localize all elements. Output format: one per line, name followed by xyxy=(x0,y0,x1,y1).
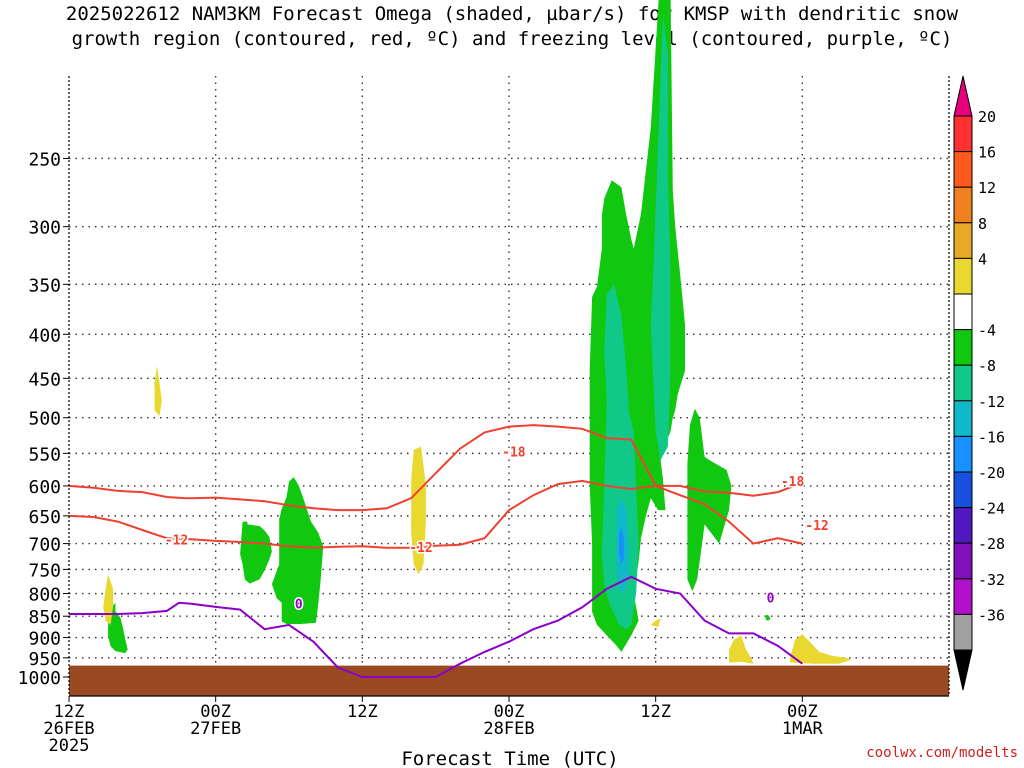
omega-region-10 xyxy=(154,365,162,417)
colorbar-box-15 xyxy=(953,613,973,651)
colorbar: 20 16 12 8 4 -4 -8 -12 -16 -20 -24 -28 -32 -36 xyxy=(953,75,1005,691)
colorbar-label-11: -28 xyxy=(978,535,1005,553)
grid xyxy=(69,76,949,696)
colorbar-label-8: -16 xyxy=(978,428,1005,446)
colorbar-label-5: -4 xyxy=(978,322,996,340)
y-tick-label-250: 250 xyxy=(28,149,61,170)
colorbar-box-4 xyxy=(953,222,973,259)
colorbar-top-triangle xyxy=(953,75,973,117)
y-tick-label-450: 450 xyxy=(28,369,61,390)
contour-label-2: -12 xyxy=(165,533,188,548)
colorbar-label-12: -32 xyxy=(978,571,1005,589)
omega-region-7 xyxy=(619,527,624,565)
y-tick-label-700: 700 xyxy=(28,535,61,556)
colorbar-box-10 xyxy=(953,435,973,473)
colorbar-box-7 xyxy=(953,329,973,366)
x-tick-label-30-0: 00Z xyxy=(787,702,818,722)
chart-title: 2025022612 NAM3KM Forecast Omega (shaded… xyxy=(0,2,1024,52)
contour-label-5: 0 xyxy=(295,598,303,613)
colorbar-box-13 xyxy=(953,542,973,580)
colorbar-box-12 xyxy=(953,507,973,544)
omega-region-11 xyxy=(103,574,113,625)
contour-line--12 xyxy=(68,479,803,549)
colorbar-label-0: 20 xyxy=(978,108,996,126)
x-tick-label-12-0: 12Z xyxy=(347,702,378,722)
y-tick-label-950: 950 xyxy=(28,649,61,670)
colorbar-label-1: 16 xyxy=(978,144,996,162)
title-line-1: 2025022612 NAM3KM Forecast Omega (shaded… xyxy=(65,3,959,25)
ground-layer xyxy=(69,665,949,696)
colorbar-box-8 xyxy=(953,364,973,402)
omega-region-14 xyxy=(729,635,754,664)
colorbar-label-13: -36 xyxy=(978,606,1005,624)
omega-region-1 xyxy=(240,521,272,584)
omega-region-0 xyxy=(108,602,128,654)
y-tick-label-800: 800 xyxy=(28,585,61,606)
omega-region-15 xyxy=(790,634,852,664)
colorbar-box-11 xyxy=(953,471,973,509)
y-tick-label-400: 400 xyxy=(28,325,61,346)
colorbar-box-5 xyxy=(953,257,973,295)
colorbar-box-6 xyxy=(953,293,973,331)
ground-fill xyxy=(69,665,949,696)
colorbar-label-9: -20 xyxy=(978,464,1005,482)
x-tick-label-18-1: 28FEB xyxy=(483,719,534,739)
contour-label-6: 0 xyxy=(767,591,775,606)
x-tick-label-24-0: 12Z xyxy=(640,702,671,722)
x-tick-label-30-1: 1MAR xyxy=(782,719,824,739)
omega-region-5 xyxy=(650,14,671,461)
omega-region-2 xyxy=(271,477,324,624)
x-tick-label-18-0: 00Z xyxy=(494,702,525,722)
contour-label-1: -18 xyxy=(781,475,805,490)
x-axis-label: Forecast Time (UTC) xyxy=(401,748,618,768)
omega-region-8 xyxy=(687,408,732,592)
colorbar-label-4: 4 xyxy=(978,250,987,268)
y-tick-label-600: 600 xyxy=(28,477,61,498)
y-tick-label-350: 350 xyxy=(28,275,61,296)
y-tick-label-650: 650 xyxy=(28,507,61,528)
y-tick-label-850: 850 xyxy=(28,607,61,628)
colorbar-box-9 xyxy=(953,400,973,437)
contour-label-4: -12 xyxy=(805,519,828,534)
colorbar-box-1 xyxy=(953,115,973,153)
omega-region-13 xyxy=(650,618,661,628)
contour-label-3: -12 xyxy=(409,541,432,556)
omega-region-4 xyxy=(601,284,639,630)
colorbar-label-3: 8 xyxy=(978,215,987,233)
omega-region-12 xyxy=(411,446,426,575)
x-tick-label-0-2: 2025 xyxy=(49,736,90,756)
colorbar-label-6: -8 xyxy=(978,357,996,375)
x-tick-label-6-1: 27FEB xyxy=(190,719,241,739)
colorbar-box-3 xyxy=(953,186,973,224)
colorbar-label-7: -12 xyxy=(978,393,1005,411)
y-tick-label-900: 900 xyxy=(28,629,61,650)
colorbar-label-10: -24 xyxy=(978,500,1005,518)
y-tick-label-500: 500 xyxy=(28,409,61,430)
y-tick-label-300: 300 xyxy=(28,218,61,239)
axes: 2503003504004505005506006507007508008509… xyxy=(18,76,950,756)
y-tick-label-550: 550 xyxy=(28,444,61,465)
colorbar-bottom-triangle xyxy=(953,649,973,691)
colorbar-box-14 xyxy=(953,578,973,615)
contour-label-0: -18 xyxy=(502,445,526,460)
y-tick-label-1000: 1000 xyxy=(18,668,61,689)
x-tick-label-6-0: 00Z xyxy=(200,702,231,722)
x-tick-label-0-1: 26FEB xyxy=(43,719,94,739)
contour-line--18 xyxy=(68,424,803,512)
y-tick-label-750: 750 xyxy=(28,560,61,581)
title-line-2: growth region (contoured, red, ºC) and f… xyxy=(71,28,953,50)
contour-line-0 xyxy=(69,575,803,678)
contours: -18 -18 -12 -12 -12 0 0 xyxy=(68,424,830,678)
x-tick-label-0-0: 12Z xyxy=(54,702,85,722)
colorbar-box-2 xyxy=(953,151,973,188)
colorbar-label-2: 12 xyxy=(978,179,996,197)
omega-region-9 xyxy=(765,614,771,621)
credit-text: coolwx.com/modelts xyxy=(866,745,1018,761)
